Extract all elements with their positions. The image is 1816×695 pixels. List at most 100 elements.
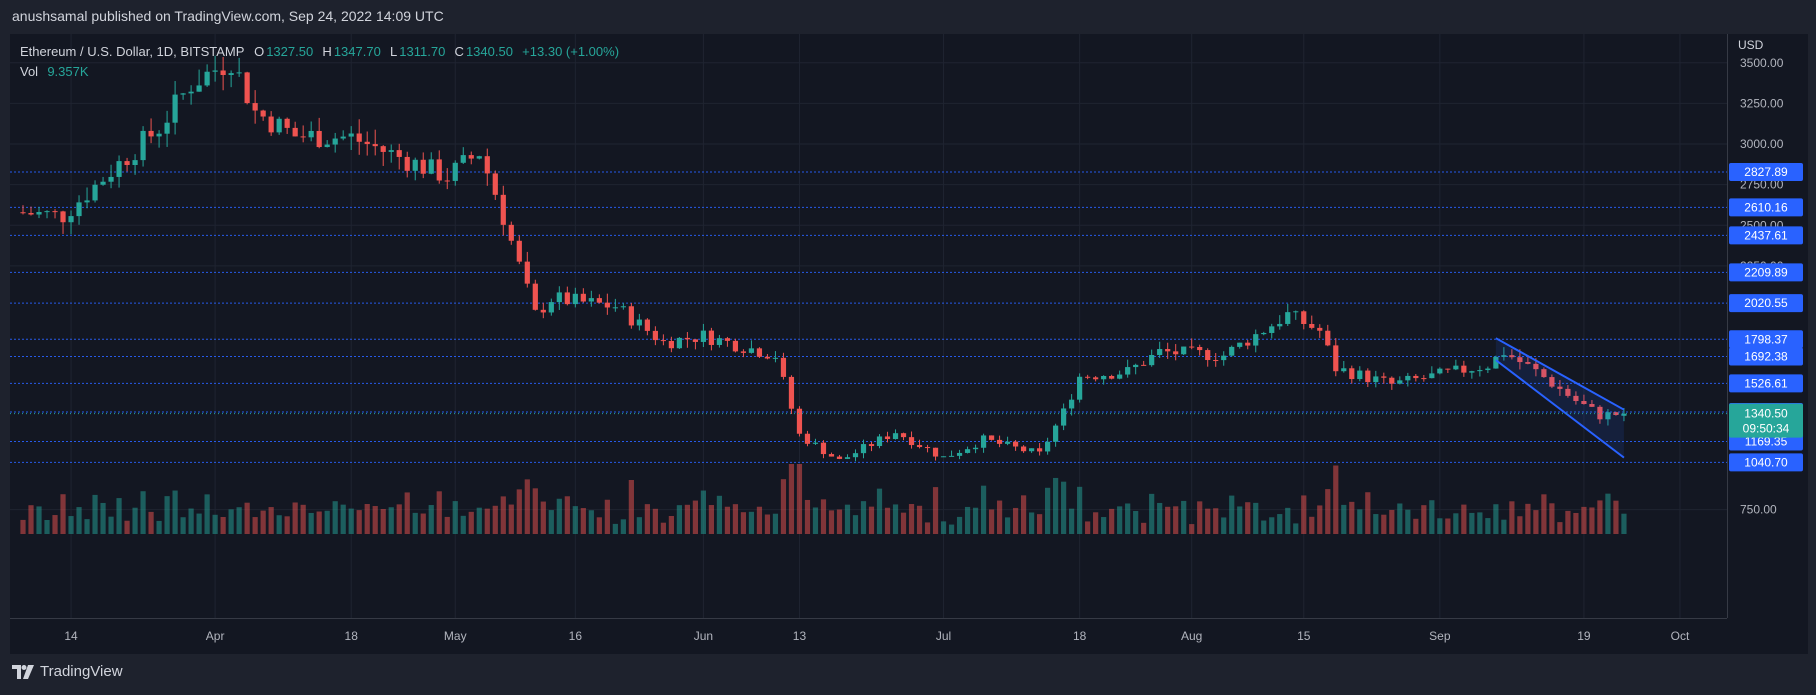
candle-body[interactable] [444,180,450,182]
candle-body[interactable] [36,212,42,215]
candle-body[interactable] [324,144,330,148]
candle-body[interactable] [668,340,674,349]
candle-body[interactable] [1085,376,1091,378]
candle-body[interactable] [252,103,258,111]
candle-body[interactable] [1221,355,1227,361]
candle-body[interactable] [764,356,771,359]
candle-body[interactable] [844,457,851,459]
candle-body[interactable] [1165,349,1171,352]
candle-body[interactable] [508,224,514,241]
candle-body[interactable] [948,455,955,457]
candle-body[interactable] [1589,404,1595,407]
candle-body[interactable] [188,91,194,94]
candle-body[interactable] [532,283,538,310]
candle-body[interactable] [1133,364,1139,368]
candle-body[interactable] [28,212,34,215]
candle-body[interactable] [1381,376,1387,378]
candle-body[interactable] [836,456,843,459]
candle-body[interactable] [916,445,923,448]
candle-body[interactable] [52,211,58,213]
price-level-tag[interactable] [1729,263,1803,282]
candle-body[interactable] [740,351,747,353]
candle-body[interactable] [900,433,907,438]
candle-body[interactable] [1093,377,1099,380]
candle-body[interactable] [1445,368,1451,370]
candle-body[interactable] [908,437,915,446]
candle-body[interactable] [804,433,811,444]
price-level-tag[interactable] [1729,294,1803,313]
candle-body[interactable] [1053,425,1059,442]
candle-body[interactable] [20,212,26,214]
candle-body[interactable] [660,340,666,342]
candle-body[interactable] [820,442,827,455]
candle-body[interactable] [884,436,891,440]
candle-body[interactable] [428,159,434,174]
candle-body[interactable] [988,435,995,440]
price-level-tag[interactable] [1729,453,1803,472]
candle-body[interactable] [84,200,90,203]
candle-body[interactable] [1605,412,1611,420]
candle-body[interactable] [588,298,594,302]
candle-body[interactable] [964,449,971,453]
candle-body[interactable] [1293,311,1299,313]
candle-body[interactable] [244,72,250,104]
candle-body[interactable] [1237,342,1243,347]
candle-body[interactable] [996,439,1003,444]
candle-body[interactable] [132,160,138,165]
candle-body[interactable] [1533,363,1539,370]
price-level-tag[interactable] [1729,162,1803,181]
candle-body[interactable] [1020,446,1027,452]
candle-body[interactable] [924,447,931,449]
candle-body[interactable] [540,309,546,313]
candle-body[interactable] [60,211,66,223]
candle-body[interactable] [1077,376,1083,400]
candle-body[interactable] [476,156,482,159]
candle-body[interactable] [1421,378,1427,380]
candle-body[interactable] [364,141,370,145]
price-plot[interactable] [10,34,1727,618]
candle-body[interactable] [500,194,506,225]
candle-body[interactable] [692,339,699,342]
price-level-tag[interactable] [1729,226,1803,245]
candle-body[interactable] [940,456,947,458]
candle-body[interactable] [1485,368,1491,371]
candle-body[interactable] [116,161,122,177]
channel-lower-line[interactable] [1495,359,1625,459]
candle-body[interactable] [1581,401,1587,405]
candle-body[interactable] [1325,330,1331,346]
candle-body[interactable] [1389,377,1395,384]
candle-body[interactable] [1557,386,1563,389]
candle-body[interactable] [604,302,610,308]
candle-body[interactable] [76,202,82,217]
candle-body[interactable] [700,330,707,342]
candle-body[interactable] [1285,312,1291,324]
candle-body[interactable] [180,93,186,95]
candle-body[interactable] [956,452,963,456]
candle-body[interactable] [516,240,522,262]
candle-body[interactable] [1357,370,1363,380]
candle-body[interactable] [1277,323,1283,327]
candle-body[interactable] [100,181,106,185]
candle-body[interactable] [1117,374,1123,379]
price-level-tag[interactable] [1729,347,1803,366]
candle-body[interactable] [1197,346,1203,351]
candle-body[interactable] [1101,375,1107,380]
candle-body[interactable] [348,133,354,137]
candle-body[interactable] [876,436,883,447]
candle-body[interactable] [124,161,130,165]
candle-body[interactable] [1613,412,1619,415]
candle-body[interactable] [1069,399,1075,409]
candle-body[interactable] [268,116,274,133]
candle-body[interactable] [1549,377,1555,387]
candle-body[interactable] [1189,346,1195,348]
candle-body[interactable] [708,330,715,345]
candle-body[interactable] [860,444,867,454]
candle-body[interactable] [724,338,731,341]
candle-body[interactable] [1269,326,1275,333]
candle-body[interactable] [1405,375,1411,381]
candle-body[interactable] [196,85,202,92]
candle-body[interactable] [1541,369,1547,378]
candle-body[interactable] [1141,364,1147,366]
candle-body[interactable] [308,130,314,138]
candle-body[interactable] [828,454,835,457]
